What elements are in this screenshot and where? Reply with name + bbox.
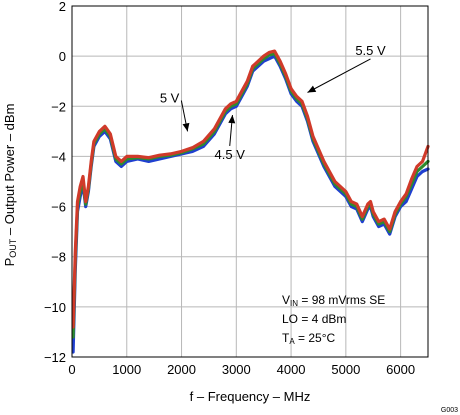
x-axis-label: f – Frequency – MHz (190, 389, 311, 404)
y-tick-label: 2 (59, 0, 66, 14)
condition-ta-main: T (282, 331, 290, 345)
condition-vin: VIN = 98 mVrms SE (282, 293, 385, 308)
plot-frame (71, 5, 429, 358)
series-annotation-0: 5.5 V (355, 43, 386, 58)
y-tick-label: −10 (44, 300, 66, 315)
y-tick-label: −12 (44, 350, 66, 365)
y-axis-label: POUT – Output Power – dBm (2, 104, 18, 267)
x-tick-label: 1000 (112, 362, 141, 377)
series-line-2 (71, 49, 430, 329)
test-conditions: VIN = 98 mVrms SE LO = 4 dBm TA = 25°C (282, 293, 385, 346)
y-axis-label-main: P (2, 258, 17, 267)
condition-vin-sub: IN (290, 299, 298, 308)
condition-ta: TA = 25°C (282, 331, 336, 346)
condition-ta-sub: A (289, 337, 295, 346)
tick-labels: 0 1000 2000 3000 4000 5000 6000 −12 −10 −8 −6 −4 −2 0… (44, 0, 415, 377)
y-axis-label-rest: – Output Power – dBm (2, 104, 17, 239)
annotation-arrow-line-0 (307, 58, 371, 93)
y-tick-label: −2 (51, 99, 66, 114)
series-annotation-2: 4.5 V (215, 147, 246, 162)
y-axis-label-sub: OUT (8, 238, 18, 258)
annotation-layer: 5.5 V 5 V 4.5 V (160, 43, 386, 162)
y-tick-label: 0 (59, 49, 66, 64)
series-annotation-1: 5 V (160, 91, 180, 106)
condition-vin-rest: = 98 mVrms SE (298, 293, 385, 307)
x-tick-label: 3000 (222, 362, 251, 377)
condition-lo-main: LO = 4 dBm (282, 312, 346, 326)
y-tick-label: −6 (51, 200, 66, 215)
x-tick-label: 4000 (277, 362, 306, 377)
annotation-arrowhead-0 (307, 85, 317, 93)
series-layer (71, 49, 430, 354)
condition-lo: LO = 4 dBm (282, 312, 346, 326)
x-tick-label: 0 (68, 362, 75, 377)
annotation-arrowhead-1 (182, 122, 190, 132)
condition-vin-main: V (282, 293, 290, 307)
condition-ta-rest: = 25°C (295, 331, 336, 345)
y-tick-label: −8 (51, 250, 66, 265)
x-tick-label: 2000 (167, 362, 196, 377)
y-tick-label: −4 (51, 149, 66, 164)
figure-id: G003 (441, 407, 458, 414)
x-tick-label: 6000 (386, 362, 415, 377)
annotation-arrowhead-2 (228, 115, 236, 124)
x-tick-label: 5000 (331, 362, 360, 377)
